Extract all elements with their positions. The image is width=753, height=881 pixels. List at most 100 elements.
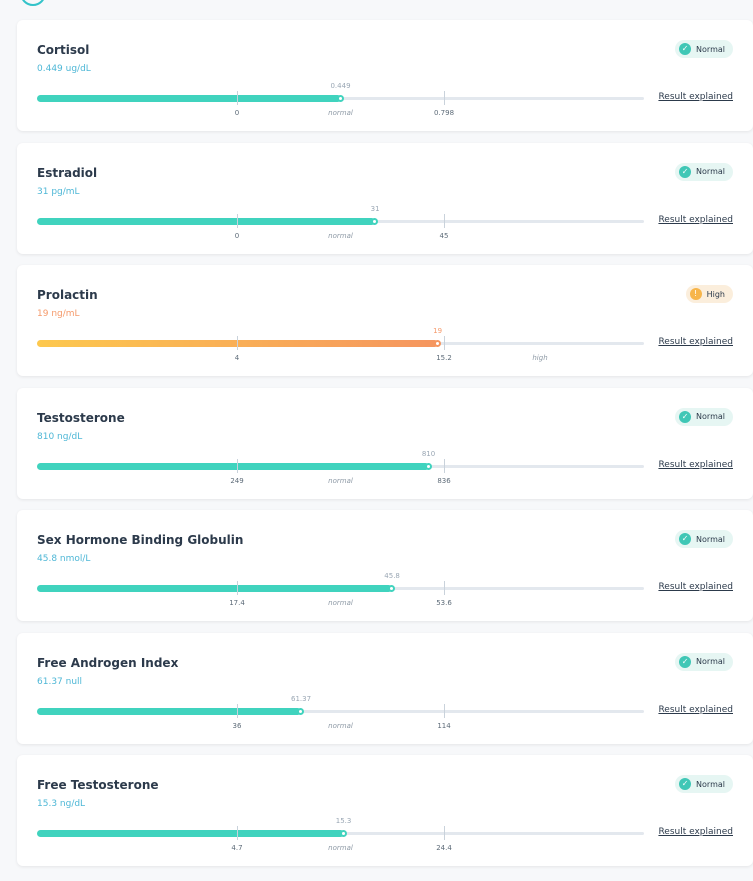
status-badge: ✓ Normal bbox=[675, 652, 733, 671]
test-name: Prolactin bbox=[37, 288, 98, 302]
range-zone-label: normal bbox=[328, 476, 353, 485]
result-marker bbox=[424, 462, 432, 470]
result-card: Sex Hormone Binding Globulin 45.8 nmol/L ✓… bbox=[17, 510, 753, 621]
test-value: 31 pg/mL bbox=[37, 186, 80, 197]
status-label: Normal bbox=[696, 44, 725, 54]
range-zone-label: normal bbox=[328, 231, 353, 240]
result-card: Testosterone 810 ng/dL ✓ Normal 810 249 836 nor… bbox=[17, 387, 753, 499]
result-marker bbox=[336, 95, 344, 102]
test-value: 0.449 ug/dL bbox=[37, 64, 91, 74]
low-bound-label: 0 bbox=[234, 109, 240, 117]
result-marker-label: 31 bbox=[370, 204, 380, 213]
result-marker-label: 61.37 bbox=[291, 694, 312, 703]
low-bound-label: 4.7 bbox=[231, 844, 243, 852]
range-zone-label: normal bbox=[328, 721, 353, 730]
result-card: Free Androgen Index 61.37 null ✓ Normal 61.3… bbox=[17, 632, 753, 744]
result-marker-label: 15.3 bbox=[335, 817, 352, 825]
logo-icon bbox=[20, 0, 46, 6]
status-label: Normal bbox=[696, 657, 725, 666]
range-track bbox=[37, 709, 644, 713]
low-tick bbox=[237, 91, 238, 105]
test-value: 810 ng/dL bbox=[37, 431, 83, 442]
test-name: Free Testosterone bbox=[37, 778, 159, 792]
low-tick bbox=[237, 336, 238, 350]
result-explained-link[interactable]: Result explained bbox=[658, 827, 733, 837]
test-name: Cortisol bbox=[37, 43, 90, 57]
range-zone-label: high bbox=[532, 354, 548, 362]
status-label: Normal bbox=[696, 534, 725, 544]
low-bound-label: 249 bbox=[230, 476, 244, 485]
range-zone-label: normal bbox=[328, 599, 353, 607]
high-tick bbox=[444, 703, 445, 718]
low-tick bbox=[237, 703, 238, 718]
test-value: 61.37 null bbox=[37, 676, 83, 687]
low-bound-label: 4 bbox=[234, 354, 240, 362]
result-marker-label: 810 bbox=[421, 449, 436, 458]
result-marker-label: 19 bbox=[433, 327, 443, 335]
status-label: Normal bbox=[696, 779, 725, 789]
high-bound-label: 24.4 bbox=[436, 844, 452, 852]
status-label: Normal bbox=[696, 167, 725, 176]
result-explained-link[interactable]: Result explained bbox=[658, 337, 733, 347]
result-marker-label: 0.449 bbox=[330, 82, 351, 90]
status-badge: ✓ Normal bbox=[675, 407, 733, 426]
status-badge: ! High bbox=[685, 285, 733, 303]
check-icon: ✓ bbox=[679, 778, 692, 790]
low-bound-label: 17.4 bbox=[229, 599, 245, 607]
high-bound-label: 53.6 bbox=[436, 599, 452, 607]
check-icon: ✓ bbox=[679, 165, 692, 178]
high-bound-label: 0.798 bbox=[433, 109, 455, 117]
test-value: 15.3 ng/dL bbox=[37, 799, 86, 809]
high-bound-label: 45 bbox=[439, 231, 449, 240]
test-name: Testosterone bbox=[37, 410, 125, 425]
result-card: Free Testosterone 15.3 ng/dL ✓ Normal 15.3 4.… bbox=[17, 755, 753, 866]
check-icon: ✓ bbox=[679, 43, 692, 55]
result-card: Cortisol 0.449 ug/dL ✓ Normal 0.449 0 0.798 nor… bbox=[17, 20, 753, 131]
high-tick bbox=[444, 91, 445, 105]
high-tick bbox=[444, 581, 445, 595]
result-explained-link[interactable]: Result explained bbox=[658, 704, 733, 715]
high-tick bbox=[444, 458, 445, 473]
test-value: 19 ng/mL bbox=[37, 309, 80, 319]
result-explained-link[interactable]: Result explained bbox=[658, 214, 733, 225]
result-explained-link[interactable]: Result explained bbox=[658, 459, 733, 470]
range-fill bbox=[37, 217, 376, 225]
result-marker-label: 45.8 bbox=[384, 572, 400, 580]
check-icon: ✓ bbox=[679, 655, 692, 668]
status-label: Normal bbox=[696, 412, 725, 421]
high-bound-label: 15.2 bbox=[436, 354, 452, 362]
result-marker bbox=[388, 585, 396, 592]
status-badge: ✓ Normal bbox=[675, 530, 733, 548]
result-marker bbox=[339, 830, 347, 837]
test-name: Free Androgen Index bbox=[37, 655, 179, 670]
high-tick bbox=[444, 213, 445, 228]
test-name: Estradiol bbox=[37, 165, 98, 180]
status-badge: ✓ Normal bbox=[675, 162, 733, 181]
low-tick bbox=[237, 826, 238, 840]
high-bound-label: 114 bbox=[437, 721, 451, 730]
test-value: 45.8 nmol/L bbox=[37, 554, 91, 564]
result-explained-link[interactable]: Result explained bbox=[658, 582, 733, 592]
status-label: High bbox=[706, 289, 725, 299]
high-bound-label: 836 bbox=[437, 476, 451, 485]
high-tick bbox=[444, 336, 445, 350]
result-marker bbox=[371, 217, 379, 225]
test-name: Sex Hormone Binding Globulin bbox=[37, 533, 244, 547]
range-fill bbox=[37, 585, 393, 592]
range-fill bbox=[37, 707, 302, 715]
check-icon: ✓ bbox=[679, 410, 692, 423]
range-zone-label: normal bbox=[328, 109, 353, 117]
low-tick bbox=[237, 581, 238, 595]
low-bound-label: 0 bbox=[234, 231, 240, 240]
low-tick bbox=[237, 213, 238, 228]
result-explained-link[interactable]: Result explained bbox=[658, 92, 733, 102]
check-icon: ✓ bbox=[679, 533, 692, 545]
status-badge: ✓ Normal bbox=[675, 775, 733, 793]
result-card: Estradiol 31 pg/mL ✓ Normal 31 0 45 normal Resul… bbox=[17, 142, 753, 254]
range-zone-label: normal bbox=[328, 844, 353, 852]
status-badge: ✓ Normal bbox=[675, 40, 733, 58]
warning-icon: ! bbox=[689, 288, 702, 300]
result-marker bbox=[433, 340, 441, 347]
range-fill bbox=[37, 462, 429, 470]
result-marker bbox=[297, 707, 305, 715]
